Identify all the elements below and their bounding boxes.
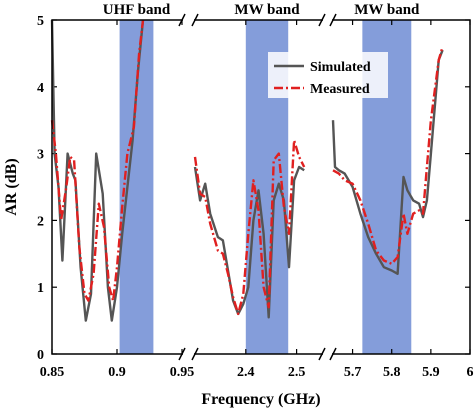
x-tick-label: 2.5 <box>288 365 306 380</box>
axis-break-mark <box>318 347 326 361</box>
x-tick-label: 0.9 <box>108 365 126 380</box>
axis-frame <box>51 13 471 361</box>
y-tick-label: 3 <box>37 148 44 163</box>
legend-label-measured: Measured <box>310 82 370 97</box>
label-layer: UHF band MW band MW band 0 1 2 3 4 5 0.85 0.9 0.95 2… <box>3 2 474 408</box>
axis-break-mark <box>329 13 337 27</box>
y-tick-label: 5 <box>37 14 44 29</box>
series-measured-segment-1 <box>50 19 145 302</box>
series-simulated-segment-1 <box>50 19 145 322</box>
y-tick-label: 1 <box>37 281 44 296</box>
band-label-2: MW band <box>234 2 300 18</box>
axis-break-gap <box>323 350 332 358</box>
x-axis-label: Frequency (GHz) <box>201 391 320 408</box>
plot-border <box>51 19 471 355</box>
series-measured-segment-3 <box>332 46 444 265</box>
x-tick-label: 5.8 <box>383 365 401 380</box>
axis-break-gap <box>323 16 332 24</box>
x-tick-label: 6 <box>467 365 474 380</box>
band-label-3: MW band <box>354 2 420 18</box>
series-layer <box>50 19 444 322</box>
legend: Simulated Measured <box>268 52 388 98</box>
legend-label-simulated: Simulated <box>310 60 371 75</box>
axis-break-gap <box>183 16 194 24</box>
x-tick-label: 0.95 <box>170 365 195 380</box>
series-simulated-segment-2 <box>193 165 305 319</box>
axis-break-gap <box>183 350 194 358</box>
legend-box <box>268 52 388 98</box>
band-label-1: UHF band <box>103 2 171 18</box>
x-tick-label: 0.85 <box>40 365 65 380</box>
axis-break-mark <box>191 13 199 27</box>
series-measured-segment-2 <box>193 139 306 316</box>
y-tick-label: 4 <box>37 81 44 96</box>
axis-break-mark <box>329 347 337 361</box>
series-simulated-segment-3 <box>331 49 444 275</box>
axis-break-mark <box>318 13 326 27</box>
band-1 <box>119 20 154 354</box>
x-tick-label: 2.4 <box>237 365 255 380</box>
y-axis-label: AR (dB) <box>3 158 20 215</box>
x-tick-label: 5.7 <box>344 365 362 380</box>
y-tick-label: 0 <box>37 348 44 363</box>
axis-break-mark <box>178 13 186 27</box>
axis-break-mark <box>191 347 199 361</box>
y-tick-label: 2 <box>37 214 44 229</box>
axis-break-mark <box>178 347 186 361</box>
x-tick-label: 5.9 <box>422 365 440 380</box>
